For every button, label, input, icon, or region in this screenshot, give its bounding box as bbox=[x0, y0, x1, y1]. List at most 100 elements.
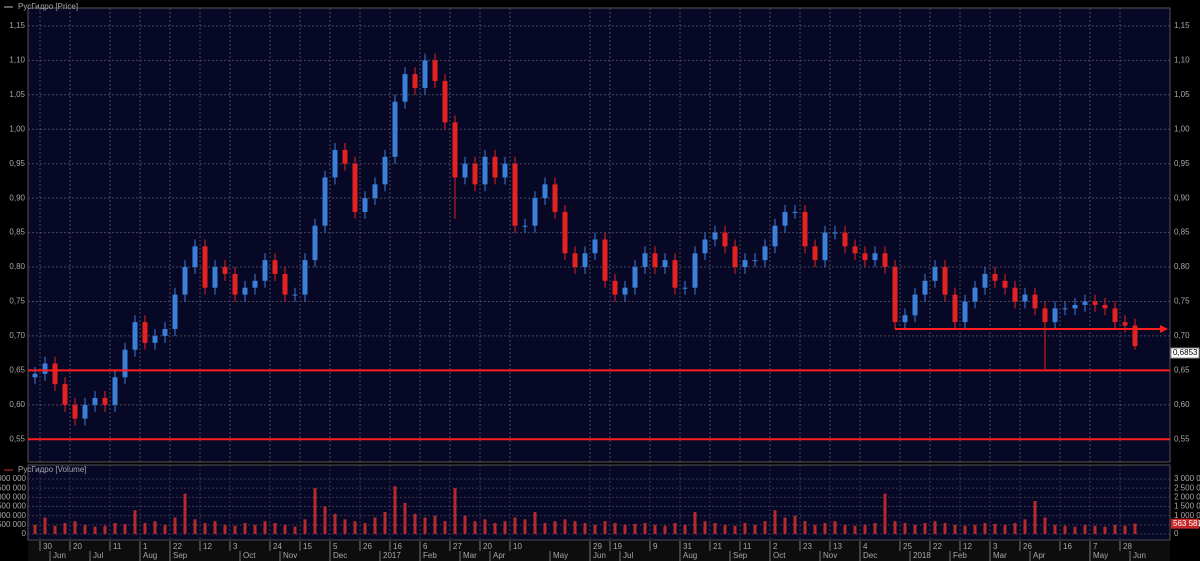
x-tick-label: Jun bbox=[53, 551, 66, 560]
candle-body bbox=[592, 239, 598, 254]
volume-bar bbox=[773, 510, 777, 535]
candle-body bbox=[882, 253, 888, 268]
volume-bar bbox=[573, 521, 577, 535]
candle-body bbox=[1092, 301, 1098, 305]
x-tick-label: May bbox=[553, 551, 568, 560]
x-tick-label: 9 bbox=[653, 542, 658, 551]
y-tick-label: 1,10 bbox=[9, 55, 25, 64]
volume-bar bbox=[283, 524, 287, 535]
y-tick-label: 0,85 bbox=[1174, 228, 1190, 237]
volume-bar bbox=[183, 493, 187, 535]
candle-body bbox=[122, 349, 128, 378]
candle-body bbox=[1042, 308, 1048, 323]
volume-bar bbox=[1133, 523, 1137, 535]
y-tick-label: 0,95 bbox=[9, 159, 25, 168]
candle-body bbox=[282, 273, 288, 295]
candle-body bbox=[782, 211, 788, 226]
x-tick-label: 29 bbox=[593, 542, 602, 551]
volume-bar bbox=[1053, 524, 1057, 535]
candle-body bbox=[602, 239, 608, 281]
candle-body bbox=[92, 397, 98, 405]
volume-bar bbox=[993, 523, 997, 535]
candle-body bbox=[322, 177, 328, 226]
volume-bar bbox=[473, 521, 477, 535]
volume-bar bbox=[823, 523, 827, 535]
y-tick-label: 0,55 bbox=[1174, 434, 1190, 443]
candle-body bbox=[1012, 287, 1018, 302]
volume-bar bbox=[103, 525, 107, 535]
x-tick-label: Feb bbox=[953, 551, 967, 560]
volume-bar bbox=[963, 525, 967, 535]
volume-bar bbox=[133, 510, 137, 535]
volume-bar bbox=[163, 524, 167, 535]
candle-body bbox=[422, 60, 428, 88]
x-tick-label: Mar bbox=[463, 551, 477, 560]
volume-bar bbox=[233, 525, 237, 535]
candle-body bbox=[232, 273, 238, 295]
candle-body bbox=[662, 260, 668, 268]
volume-bar bbox=[1123, 525, 1127, 535]
x-tick-label: 31 bbox=[683, 542, 692, 551]
candle-body bbox=[942, 267, 948, 295]
candle-body bbox=[972, 287, 978, 302]
x-tick-label: Mar bbox=[993, 551, 1007, 560]
candle-body bbox=[42, 363, 48, 374]
volume-bar bbox=[953, 524, 957, 535]
candle-body bbox=[952, 294, 958, 323]
candle-body bbox=[82, 404, 88, 419]
candle-body bbox=[652, 253, 658, 268]
y-tick-label: 0,55 bbox=[9, 434, 25, 443]
volume-bar bbox=[563, 519, 567, 535]
candle-body bbox=[552, 184, 558, 212]
x-tick-label: Sep bbox=[733, 551, 748, 560]
volume-bar bbox=[653, 524, 657, 535]
volume-bar bbox=[503, 521, 507, 535]
candle-body bbox=[462, 163, 468, 178]
volume-bar bbox=[343, 519, 347, 535]
x-tick-label: 16 bbox=[1063, 542, 1072, 551]
candle-body bbox=[372, 184, 378, 199]
x-tick-label: 25 bbox=[903, 542, 912, 551]
volume-bar bbox=[423, 517, 427, 535]
legend: РусГидро [Price] bbox=[18, 2, 78, 11]
x-tick-label: May bbox=[1093, 551, 1108, 560]
x-tick-label: 7 bbox=[1093, 542, 1098, 551]
candle-body bbox=[52, 363, 58, 385]
volume-bar bbox=[413, 513, 417, 535]
volume-bar bbox=[383, 512, 387, 535]
y-tick-label: 1,05 bbox=[1174, 90, 1190, 99]
volume-bar bbox=[523, 519, 527, 535]
volume-bar bbox=[43, 517, 47, 535]
x-tick-label: 22 bbox=[933, 542, 942, 551]
y2-tick-label: 1 500 000 bbox=[0, 502, 27, 511]
x-tick-label: 19 bbox=[613, 542, 622, 551]
price-panel bbox=[27, 7, 1171, 463]
volume-bar bbox=[783, 517, 787, 535]
candle-body bbox=[822, 232, 828, 261]
volume-bar bbox=[863, 524, 867, 535]
candle-body bbox=[312, 225, 318, 261]
x-tick-label: 1 bbox=[143, 542, 148, 551]
candle-body bbox=[1112, 308, 1118, 323]
volume-bar bbox=[803, 521, 807, 535]
x-tick-label: 24 bbox=[273, 542, 282, 551]
volume-bar bbox=[543, 523, 547, 535]
candle-body bbox=[152, 335, 158, 343]
candle-body bbox=[272, 260, 278, 274]
candle-body bbox=[982, 273, 988, 288]
volume-bar bbox=[613, 523, 617, 535]
y2-tick-label: 2 500 000 bbox=[1174, 483, 1200, 492]
candle-body bbox=[1072, 304, 1078, 309]
y2-tick-label: 3 000 000 bbox=[1174, 474, 1200, 483]
candle-body bbox=[112, 377, 118, 405]
last-volume-box bbox=[1171, 518, 1199, 529]
x-tick-label: 20 bbox=[73, 542, 82, 551]
y-tick-label: 1,00 bbox=[9, 124, 25, 133]
volume-bar bbox=[873, 523, 877, 535]
volume-bar bbox=[833, 521, 837, 535]
candle-body bbox=[1062, 308, 1068, 310]
volume-bar bbox=[483, 519, 487, 535]
candle-body bbox=[672, 260, 678, 288]
volume-bar bbox=[743, 523, 747, 535]
